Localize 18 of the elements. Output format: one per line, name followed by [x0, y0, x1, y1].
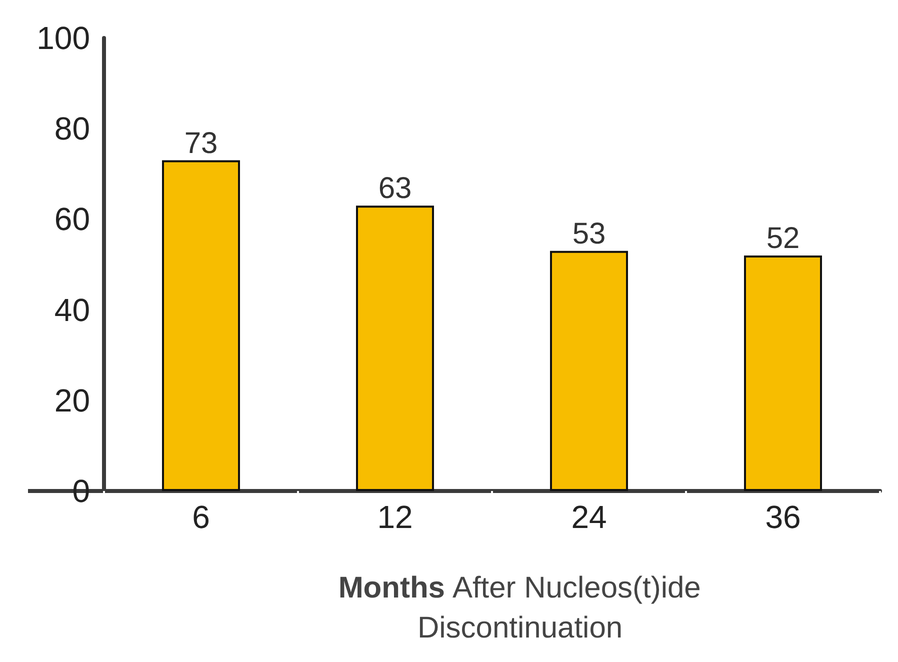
x-tick-label: 36: [765, 499, 801, 535]
bar: [550, 250, 628, 491]
y-tick-label: 80: [54, 110, 90, 147]
y-tick-label: 20: [54, 382, 90, 418]
data-label: 63: [378, 172, 412, 206]
bar: [356, 206, 434, 491]
y-tick-label: 60: [54, 201, 90, 238]
data-label: 52: [766, 222, 800, 255]
x-tick-label: 12: [377, 499, 413, 535]
y-tick-label: 40: [54, 292, 90, 328]
y-tick-label: 100: [36, 20, 90, 56]
bar: [744, 255, 822, 491]
x-tick-label: 24: [571, 499, 607, 535]
bar: [162, 160, 240, 491]
x-axis-title: Months After Nucleos(t)ide Discontinuation: [338, 572, 701, 644]
data-label: 73: [184, 126, 218, 160]
data-label: 53: [572, 217, 606, 250]
x-tick-label: 6: [192, 499, 210, 535]
